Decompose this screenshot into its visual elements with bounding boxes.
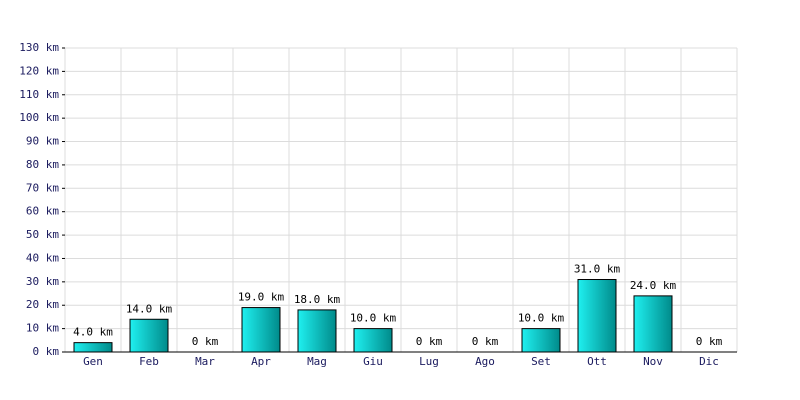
x-tick-label: Lug bbox=[419, 355, 439, 368]
y-tick-label: 40 km bbox=[26, 251, 59, 264]
value-label: 0 km bbox=[192, 335, 219, 348]
y-tick-label: 120 km bbox=[19, 64, 59, 77]
bar bbox=[577, 279, 617, 353]
bar bbox=[633, 295, 673, 353]
x-tick-label: Gen bbox=[83, 355, 103, 368]
bar bbox=[521, 328, 561, 353]
y-tick-label: 10 km bbox=[26, 322, 59, 335]
y-tick-label: 50 km bbox=[26, 228, 59, 241]
x-tick-label: Ago bbox=[475, 355, 495, 368]
y-tick-label: 90 km bbox=[26, 135, 59, 148]
value-label: 24.0 km bbox=[630, 279, 677, 292]
y-tick-label: 70 km bbox=[26, 181, 59, 194]
x-tick-label: Mar bbox=[195, 355, 215, 368]
value-label: 10.0 km bbox=[518, 312, 565, 325]
value-label: 4.0 km bbox=[73, 326, 113, 339]
value-label: 19.0 km bbox=[238, 291, 285, 304]
x-tick-label: Ott bbox=[587, 355, 607, 368]
y-tick-label: 0 km bbox=[33, 345, 60, 358]
x-tick-label: Mag bbox=[307, 355, 327, 368]
x-tick-label: Apr bbox=[251, 355, 271, 368]
value-label: 18.0 km bbox=[294, 293, 341, 306]
value-label: 0 km bbox=[472, 335, 499, 348]
x-tick-label: Set bbox=[531, 355, 551, 368]
y-tick-label: 80 km bbox=[26, 158, 59, 171]
bar bbox=[73, 342, 113, 353]
x-tick-label: Feb bbox=[139, 355, 159, 368]
y-tick-label: 100 km bbox=[19, 111, 59, 124]
x-tick-label: Nov bbox=[643, 355, 663, 368]
y-tick-label: 20 km bbox=[26, 298, 59, 311]
y-tick-label: 110 km bbox=[19, 88, 59, 101]
bar bbox=[129, 318, 169, 353]
bar bbox=[297, 309, 337, 353]
y-tick-label: 30 km bbox=[26, 275, 59, 288]
y-tick-label: 60 km bbox=[26, 205, 59, 218]
value-label: 0 km bbox=[696, 335, 723, 348]
value-label: 10.0 km bbox=[350, 312, 397, 325]
bar bbox=[353, 328, 393, 353]
y-tick-label: 130 km bbox=[19, 41, 59, 54]
value-label: 31.0 km bbox=[574, 263, 621, 276]
bar bbox=[241, 307, 281, 353]
value-label: 0 km bbox=[416, 335, 443, 348]
x-tick-label: Giu bbox=[363, 355, 383, 368]
value-label: 14.0 km bbox=[126, 302, 173, 315]
x-tick-label: Dic bbox=[699, 355, 719, 368]
